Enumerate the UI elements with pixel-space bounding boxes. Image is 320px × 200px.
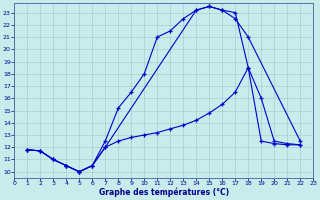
X-axis label: Graphe des températures (°C): Graphe des températures (°C)	[99, 188, 229, 197]
